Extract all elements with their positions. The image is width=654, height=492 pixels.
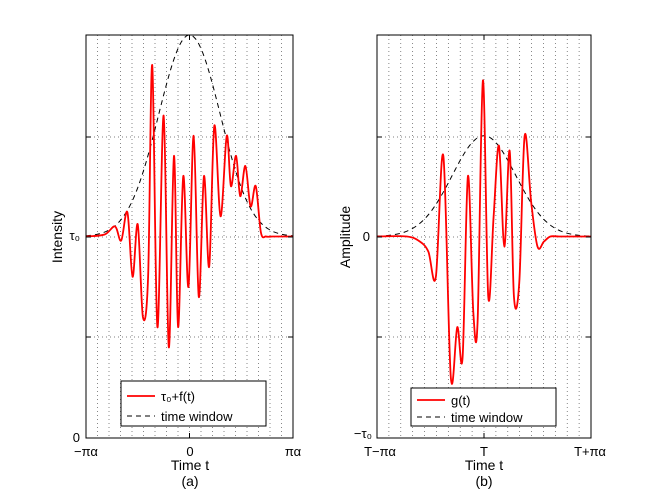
x-tick-label: πα bbox=[285, 444, 302, 459]
legend-entry-window: time window bbox=[451, 410, 523, 425]
y-tick-label: 0 bbox=[363, 229, 370, 244]
panel-label: (a) bbox=[181, 473, 198, 489]
signal-curve-b bbox=[376, 79, 591, 385]
x-axis-label: Time t bbox=[465, 457, 503, 473]
panel-b: T−πα T T+πα 0 −τ₀ Time t (b) Amplitude g… bbox=[337, 34, 606, 489]
y-tick-label: τ₀ bbox=[69, 228, 80, 243]
time-window-curve-b bbox=[376, 135, 592, 237]
x-tick-label: −πα bbox=[74, 444, 98, 459]
x-tick-label: T−πα bbox=[364, 444, 396, 459]
signal-curve-a bbox=[85, 64, 293, 349]
x-axis-label: Time t bbox=[171, 457, 209, 473]
legend-box bbox=[120, 380, 267, 427]
grid-a bbox=[86, 35, 293, 438]
time-window-curve-a bbox=[85, 34, 294, 237]
legend-b: g(t) time window bbox=[410, 387, 557, 427]
y-axis-label: Amplitude bbox=[337, 206, 353, 268]
y-tick-label: −τ₀ bbox=[354, 426, 372, 441]
y-tick-label: 0 bbox=[73, 430, 80, 445]
ticks-b bbox=[376, 35, 592, 438]
x-tick-label: 0 bbox=[186, 444, 193, 459]
legend-entry-window: time window bbox=[161, 409, 233, 424]
ticks-a bbox=[85, 35, 294, 438]
panel-label: (b) bbox=[475, 473, 492, 489]
legend-entry-signal: τ₀+f(t) bbox=[161, 389, 195, 404]
panel-a: −πα 0 πα 0 τ₀ Time t (a) Intensity τ₀+f(… bbox=[49, 34, 302, 489]
legend-entry-signal: g(t) bbox=[451, 393, 471, 408]
legend-a: τ₀+f(t) time window bbox=[120, 380, 267, 427]
y-axis-label: Intensity bbox=[49, 211, 65, 263]
x-tick-label: T bbox=[480, 444, 488, 459]
legend-box bbox=[410, 387, 557, 427]
x-tick-label: T+πα bbox=[574, 444, 606, 459]
